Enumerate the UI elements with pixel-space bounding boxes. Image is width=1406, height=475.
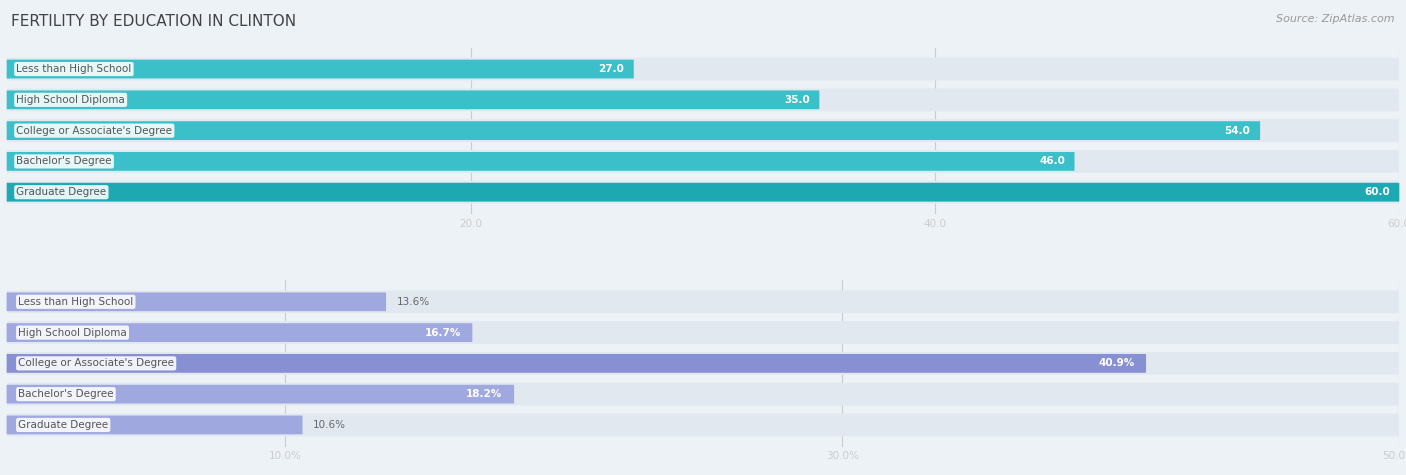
Text: 35.0: 35.0 (785, 95, 810, 105)
Text: Less than High School: Less than High School (17, 64, 132, 74)
Text: Less than High School: Less than High School (18, 297, 134, 307)
FancyBboxPatch shape (7, 354, 1146, 373)
Text: Bachelor's Degree: Bachelor's Degree (17, 156, 112, 166)
Text: FERTILITY BY EDUCATION IN CLINTON: FERTILITY BY EDUCATION IN CLINTON (11, 14, 297, 29)
Text: 13.6%: 13.6% (396, 297, 430, 307)
FancyBboxPatch shape (7, 383, 1399, 406)
FancyBboxPatch shape (7, 60, 634, 78)
Text: 54.0: 54.0 (1225, 125, 1250, 136)
Text: Bachelor's Degree: Bachelor's Degree (18, 389, 114, 399)
FancyBboxPatch shape (7, 321, 1399, 344)
FancyBboxPatch shape (7, 414, 1399, 437)
Text: High School Diploma: High School Diploma (17, 95, 125, 105)
FancyBboxPatch shape (7, 90, 820, 109)
Text: Graduate Degree: Graduate Degree (17, 187, 107, 197)
FancyBboxPatch shape (7, 88, 1399, 111)
FancyBboxPatch shape (7, 352, 1399, 375)
Text: 16.7%: 16.7% (425, 328, 461, 338)
Text: 27.0: 27.0 (598, 64, 624, 74)
FancyBboxPatch shape (7, 181, 1399, 204)
Text: 60.0: 60.0 (1364, 187, 1389, 197)
FancyBboxPatch shape (7, 57, 1399, 80)
Text: 18.2%: 18.2% (467, 389, 502, 399)
Text: College or Associate's Degree: College or Associate's Degree (18, 358, 174, 369)
FancyBboxPatch shape (7, 183, 1399, 201)
FancyBboxPatch shape (7, 150, 1399, 173)
Text: 46.0: 46.0 (1039, 156, 1064, 166)
FancyBboxPatch shape (7, 385, 515, 404)
FancyBboxPatch shape (7, 293, 387, 311)
Text: Source: ZipAtlas.com: Source: ZipAtlas.com (1277, 14, 1395, 24)
Text: 10.6%: 10.6% (314, 420, 346, 430)
FancyBboxPatch shape (7, 416, 302, 434)
FancyBboxPatch shape (7, 323, 472, 342)
Text: College or Associate's Degree: College or Associate's Degree (17, 125, 173, 136)
FancyBboxPatch shape (7, 290, 1399, 313)
FancyBboxPatch shape (7, 152, 1074, 171)
FancyBboxPatch shape (7, 121, 1260, 140)
Text: 40.9%: 40.9% (1098, 358, 1135, 369)
Text: High School Diploma: High School Diploma (18, 328, 127, 338)
Text: Graduate Degree: Graduate Degree (18, 420, 108, 430)
FancyBboxPatch shape (7, 119, 1399, 142)
